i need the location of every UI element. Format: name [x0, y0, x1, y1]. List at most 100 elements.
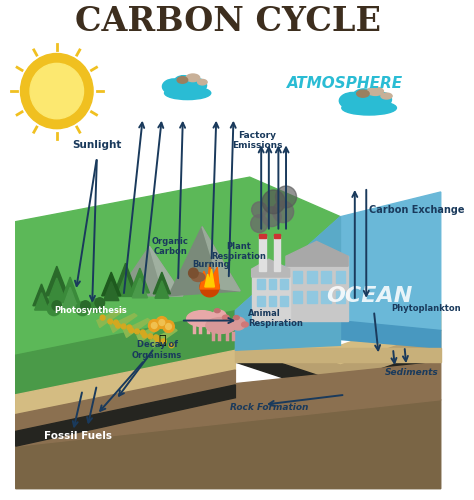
FancyBboxPatch shape: [293, 291, 302, 303]
Ellipse shape: [357, 90, 369, 97]
Text: Phytoplankton: Phytoplankton: [391, 304, 461, 313]
Circle shape: [200, 277, 219, 297]
Polygon shape: [110, 314, 137, 332]
Circle shape: [108, 319, 113, 324]
Ellipse shape: [174, 76, 193, 88]
Circle shape: [127, 325, 132, 330]
FancyBboxPatch shape: [336, 291, 345, 303]
Polygon shape: [202, 226, 240, 291]
Circle shape: [252, 202, 267, 218]
Circle shape: [262, 207, 281, 227]
Ellipse shape: [212, 310, 226, 323]
Polygon shape: [46, 266, 68, 296]
FancyBboxPatch shape: [259, 236, 266, 271]
Circle shape: [148, 320, 160, 332]
Polygon shape: [132, 278, 147, 298]
Polygon shape: [169, 226, 240, 296]
Ellipse shape: [381, 93, 392, 99]
Circle shape: [142, 333, 147, 338]
Circle shape: [275, 186, 297, 208]
Circle shape: [47, 302, 61, 316]
Polygon shape: [236, 310, 441, 348]
Ellipse shape: [186, 74, 200, 82]
Circle shape: [251, 214, 268, 232]
Ellipse shape: [163, 79, 185, 94]
Circle shape: [129, 328, 134, 333]
Ellipse shape: [206, 318, 237, 334]
Circle shape: [262, 190, 285, 214]
FancyBboxPatch shape: [269, 279, 276, 289]
Polygon shape: [104, 282, 119, 300]
FancyBboxPatch shape: [273, 234, 280, 238]
Polygon shape: [16, 348, 441, 406]
Polygon shape: [16, 385, 236, 446]
Ellipse shape: [342, 101, 396, 115]
Circle shape: [100, 315, 105, 320]
Polygon shape: [16, 177, 340, 355]
Text: Fossil Fuels: Fossil Fuels: [44, 432, 112, 442]
Circle shape: [95, 298, 105, 308]
Ellipse shape: [177, 76, 188, 84]
Text: Sunlight: Sunlight: [72, 140, 122, 150]
FancyBboxPatch shape: [307, 291, 317, 303]
Text: Photosynthesis: Photosynthesis: [54, 306, 127, 315]
Polygon shape: [97, 308, 124, 328]
Circle shape: [155, 338, 160, 343]
FancyBboxPatch shape: [280, 296, 288, 306]
FancyBboxPatch shape: [321, 291, 331, 303]
Ellipse shape: [187, 310, 217, 326]
Polygon shape: [33, 284, 50, 306]
Polygon shape: [286, 242, 348, 266]
Ellipse shape: [222, 315, 229, 320]
Text: Sediments: Sediments: [385, 368, 439, 378]
Circle shape: [116, 323, 120, 328]
FancyBboxPatch shape: [259, 234, 266, 238]
Ellipse shape: [164, 86, 211, 100]
Circle shape: [140, 330, 145, 335]
Polygon shape: [124, 318, 150, 338]
Text: Burning: Burning: [193, 260, 230, 269]
Circle shape: [161, 339, 166, 344]
Polygon shape: [236, 192, 441, 330]
Circle shape: [81, 301, 90, 310]
Polygon shape: [116, 246, 183, 296]
Polygon shape: [150, 328, 177, 347]
Text: Factory
Emissions: Factory Emissions: [232, 131, 283, 150]
Polygon shape: [16, 310, 441, 375]
Circle shape: [166, 324, 172, 330]
Polygon shape: [130, 268, 149, 293]
Circle shape: [30, 64, 83, 119]
Circle shape: [163, 320, 174, 332]
Polygon shape: [16, 310, 236, 394]
Circle shape: [121, 324, 126, 329]
Text: Rock Formation: Rock Formation: [229, 403, 308, 412]
Polygon shape: [16, 370, 236, 432]
Circle shape: [156, 316, 168, 328]
FancyBboxPatch shape: [321, 271, 331, 283]
Polygon shape: [252, 259, 290, 277]
Polygon shape: [16, 330, 441, 393]
Text: ATMOSPHERE: ATMOSPHERE: [287, 76, 403, 90]
Polygon shape: [205, 269, 214, 287]
Ellipse shape: [191, 272, 205, 281]
FancyBboxPatch shape: [280, 279, 288, 289]
Text: Carbon Exchange: Carbon Exchange: [369, 205, 465, 215]
FancyBboxPatch shape: [273, 236, 280, 271]
Ellipse shape: [353, 89, 375, 103]
Text: 🦌: 🦌: [158, 334, 165, 347]
Circle shape: [151, 322, 157, 328]
Text: CARBON CYCLE: CARBON CYCLE: [75, 6, 381, 38]
Ellipse shape: [214, 308, 220, 312]
Polygon shape: [35, 292, 48, 310]
FancyBboxPatch shape: [269, 296, 276, 306]
Polygon shape: [16, 400, 441, 488]
Text: OCEAN: OCEAN: [326, 286, 412, 306]
Text: Organic
Carbon: Organic Carbon: [152, 237, 189, 256]
Polygon shape: [137, 324, 164, 342]
Circle shape: [76, 302, 89, 316]
Ellipse shape: [185, 78, 207, 92]
Polygon shape: [236, 348, 441, 362]
Ellipse shape: [367, 92, 392, 108]
Polygon shape: [155, 281, 169, 298]
Circle shape: [273, 201, 294, 222]
